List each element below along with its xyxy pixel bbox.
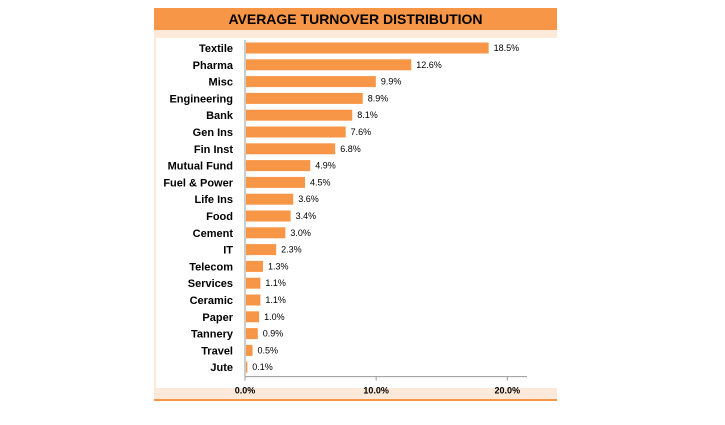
category-label: Services [188, 278, 233, 290]
category-label: Paper [202, 312, 233, 324]
bar-chart: Textile 18.5% Pharma 12.6% Misc 9.9% Engineeri… [156, 38, 557, 396]
value-label: 1.1% [265, 278, 286, 288]
category-label: Misc [209, 77, 233, 89]
value-label: 6.8% [340, 144, 361, 154]
bar-2 [246, 76, 376, 88]
value-label: 12.6% [416, 60, 442, 70]
category-label: Mutual Fund [168, 161, 233, 173]
value-label: 8.1% [357, 110, 378, 120]
value-label: 1.1% [265, 295, 286, 305]
category-label: Gen Ins [193, 127, 233, 139]
value-label: 9.9% [381, 77, 402, 87]
category-label: Life Ins [194, 194, 233, 206]
bar-18 [246, 344, 253, 356]
bar-0 [246, 42, 489, 54]
value-label: 4.9% [315, 161, 336, 171]
category-label: Ceramic [190, 295, 233, 307]
bar-1 [246, 59, 412, 71]
bar-5 [246, 126, 346, 138]
bar-12 [246, 244, 277, 256]
category-label: Fuel & Power [163, 177, 233, 189]
value-label: 3.6% [298, 194, 319, 204]
bar-7 [246, 160, 311, 172]
bar-11 [246, 227, 286, 239]
bar-19 [246, 361, 248, 373]
value-label: 1.0% [264, 312, 285, 322]
category-label: Engineering [169, 93, 233, 105]
category-label: Jute [210, 362, 233, 374]
category-label: Food [206, 211, 233, 223]
bar-8 [246, 176, 306, 188]
category-label: Travel [201, 345, 233, 357]
value-label: 4.5% [310, 177, 331, 187]
bar-4 [246, 109, 353, 121]
category-label: Telecom [189, 261, 233, 273]
value-label: 7.6% [351, 127, 372, 137]
category-label: Tannery [191, 329, 234, 341]
bar-10 [246, 210, 291, 222]
value-label: 3.4% [296, 211, 317, 221]
bar-16 [246, 311, 260, 323]
category-label: Bank [206, 110, 234, 122]
value-label: 0.5% [258, 345, 279, 355]
category-label: Pharma [193, 60, 234, 72]
bar-3 [246, 92, 363, 104]
value-label: 0.1% [252, 362, 273, 372]
category-label: Fin Inst [194, 144, 233, 156]
bar-17 [246, 328, 258, 340]
bar-15 [246, 294, 261, 306]
chart-frame: AVERAGE TURNOVER DISTRIBUTION Textile 18.… [154, 8, 557, 401]
x-tick-label: 0.0% [235, 386, 256, 396]
value-label: 1.3% [268, 261, 289, 271]
value-label: 2.3% [281, 245, 302, 255]
category-label: Textile [199, 43, 233, 55]
x-tick-label: 20.0% [495, 386, 521, 396]
category-label: Cement [193, 228, 234, 240]
value-label: 0.9% [263, 329, 284, 339]
value-label: 8.9% [368, 93, 389, 103]
value-label: 3.0% [290, 228, 311, 238]
x-tick-label: 10.0% [363, 386, 389, 396]
category-label: IT [223, 245, 233, 257]
bar-6 [246, 143, 336, 155]
bar-9 [246, 193, 294, 205]
chart-title: AVERAGE TURNOVER DISTRIBUTION [154, 8, 557, 30]
value-label: 18.5% [494, 43, 520, 53]
bar-14 [246, 277, 261, 289]
bar-13 [246, 260, 264, 272]
bottom-rule [154, 399, 557, 401]
